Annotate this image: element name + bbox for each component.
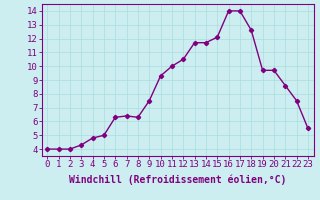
X-axis label: Windchill (Refroidissement éolien,°C): Windchill (Refroidissement éolien,°C) <box>69 175 286 185</box>
